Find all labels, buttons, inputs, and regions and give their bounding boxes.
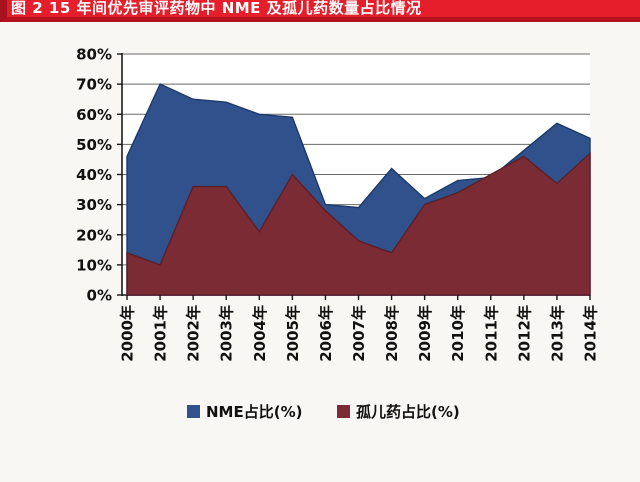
orphan-drug-legend-swatch xyxy=(337,405,350,418)
y-axis-tick-label: 40% xyxy=(76,166,112,184)
x-axis-tick-label: 2002年 xyxy=(185,305,203,362)
y-axis-tick-label: 20% xyxy=(76,226,112,244)
x-axis-tick-label: 2010年 xyxy=(449,305,467,362)
y-axis-tick-label: 50% xyxy=(76,136,112,154)
figure-title: 图 2 15 年间优先审评药物中 NME 及孤儿药数量占比情况 xyxy=(11,0,422,17)
nme-legend-swatch xyxy=(187,405,200,418)
x-axis-tick-label: 2006年 xyxy=(317,305,335,362)
x-axis-tick-label: 2004年 xyxy=(251,305,269,362)
x-axis-tick-label: 2000年 xyxy=(119,305,137,362)
y-axis-tick-label: 0% xyxy=(87,287,112,305)
x-axis-tick-label: 2003年 xyxy=(218,305,236,362)
area-chart: 0% 10% 20% 30% 40% 50% 60% 70% 80% 2000年 2001年 2002… xyxy=(0,30,640,482)
y-axis-tick-label: 70% xyxy=(76,76,112,94)
nme-legend-label: NME占比(%) xyxy=(206,403,302,421)
orphan-drug-area-series xyxy=(126,151,591,296)
x-axis-tick-label: 2007年 xyxy=(350,305,368,362)
x-axis-tick-label: 2009年 xyxy=(416,305,434,362)
x-axis-tick-label: 2005年 xyxy=(284,305,302,362)
orphan-drug-legend-label: 孤儿药占比(%) xyxy=(356,403,460,421)
chart-canvas: 0% 10% 20% 30% 40% 50% 60% 70% 80% 2000年 2001年 2002… xyxy=(76,46,600,422)
y-axis-tick-label: 60% xyxy=(76,106,112,124)
x-axis-tick-label: 2001年 xyxy=(152,305,170,362)
y-axis-tick-label: 30% xyxy=(76,196,112,214)
x-axis-tick-label: 2011年 xyxy=(482,305,500,362)
y-axis-tick-label: 10% xyxy=(76,256,112,274)
x-axis-tick-label: 2008年 xyxy=(383,305,401,362)
x-axis-tick-label: 2013年 xyxy=(548,305,566,362)
x-axis-tick-label: 2014年 xyxy=(582,305,600,362)
figure-title-bar: 图 2 15 年间优先审评药物中 NME 及孤儿药数量占比情况 xyxy=(0,0,640,22)
y-axis-tick-label: 80% xyxy=(76,46,112,64)
x-axis-tick-label: 2012年 xyxy=(515,305,533,362)
